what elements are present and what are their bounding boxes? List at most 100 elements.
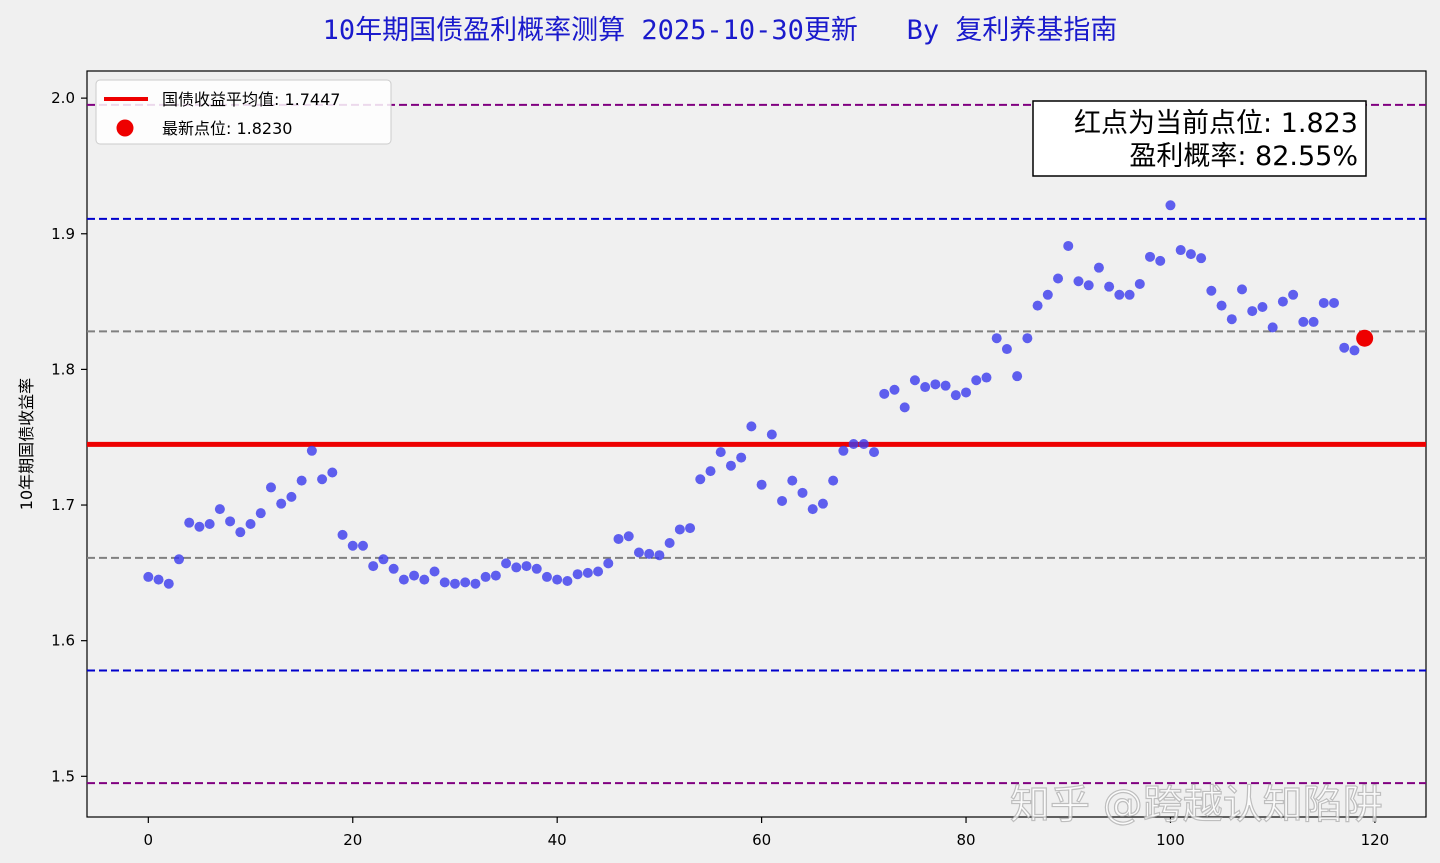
- data-point: [828, 475, 839, 486]
- data-point: [347, 540, 358, 551]
- data-point: [1053, 273, 1064, 284]
- data-point: [1206, 285, 1217, 296]
- data-point: [357, 540, 368, 551]
- data-point: [582, 567, 593, 578]
- data-point: [797, 487, 808, 498]
- data-point: [1226, 314, 1237, 325]
- data-point: [337, 529, 348, 540]
- scatter-points: [143, 200, 1360, 589]
- data-point: [695, 474, 706, 485]
- data-point: [930, 379, 941, 390]
- data-point: [317, 474, 328, 485]
- data-point: [265, 482, 276, 493]
- data-point: [746, 421, 757, 432]
- data-point: [429, 566, 440, 577]
- data-point: [439, 577, 450, 588]
- data-point: [1216, 300, 1227, 311]
- latest-point-layer: [1356, 329, 1374, 347]
- data-point: [1063, 240, 1074, 251]
- data-point: [869, 447, 880, 458]
- data-point: [1165, 200, 1176, 211]
- data-point: [1267, 322, 1278, 333]
- data-point: [214, 504, 225, 515]
- y-tick-label: 1.6: [51, 632, 75, 650]
- data-point: [296, 475, 307, 486]
- data-point: [490, 570, 501, 581]
- data-point: [419, 574, 430, 585]
- data-point: [143, 571, 154, 582]
- latest-data-point: [1356, 329, 1374, 347]
- x-tick-label: 80: [956, 831, 975, 849]
- data-point: [184, 517, 195, 528]
- data-point: [961, 387, 972, 398]
- y-tick-label: 1.8: [51, 360, 75, 378]
- x-tick-label: 100: [1156, 831, 1185, 849]
- data-point: [235, 527, 246, 538]
- data-point: [1339, 342, 1350, 353]
- legend-label-mean: 国债收益平均值: 1.7447: [162, 90, 340, 109]
- data-point: [1032, 300, 1043, 311]
- data-point: [950, 390, 961, 401]
- legend-label-latest: 最新点位: 1.8230: [162, 119, 292, 138]
- y-tick-label: 2.0: [51, 89, 75, 107]
- data-point: [777, 495, 788, 506]
- x-tick-label: 60: [752, 831, 771, 849]
- data-point: [1124, 289, 1135, 300]
- data-point: [368, 561, 379, 572]
- data-point: [1175, 245, 1186, 256]
- data-point: [1001, 344, 1012, 355]
- data-point: [449, 578, 460, 589]
- data-point: [1277, 296, 1288, 307]
- data-point: [255, 508, 266, 519]
- data-point: [899, 402, 910, 413]
- y-tick-label: 1.7: [51, 496, 75, 514]
- data-point: [674, 524, 685, 535]
- data-point: [245, 519, 256, 530]
- data-point: [920, 382, 931, 393]
- data-point: [541, 571, 552, 582]
- data-point: [521, 561, 532, 572]
- data-point: [173, 554, 184, 565]
- data-point: [1073, 276, 1084, 287]
- data-point: [644, 548, 655, 559]
- y-tick-label: 1.5: [51, 767, 75, 785]
- data-point: [848, 439, 859, 449]
- legend: 国债收益平均值: 1.7447 最新点位: 1.8230: [95, 79, 392, 145]
- data-point: [1257, 302, 1268, 313]
- data-point: [306, 445, 317, 456]
- data-point: [225, 516, 236, 527]
- data-point: [736, 452, 747, 463]
- data-point: [725, 460, 736, 471]
- data-point: [971, 375, 982, 386]
- annotation-box: 红点为当前点位: 1.823 盈利概率: 82.55%: [1032, 100, 1367, 177]
- data-point: [1237, 284, 1248, 295]
- watermark: 知乎 @跨越认知陷阱: [1010, 782, 1383, 828]
- data-point: [613, 533, 624, 544]
- data-point: [807, 504, 818, 515]
- data-point: [705, 466, 716, 477]
- data-point: [204, 519, 215, 530]
- data-point: [664, 538, 675, 549]
- data-point: [1308, 316, 1319, 327]
- data-point: [593, 566, 604, 577]
- data-point: [756, 479, 767, 490]
- data-point: [838, 445, 849, 456]
- data-point: [603, 558, 614, 569]
- data-point: [817, 498, 828, 509]
- data-point: [623, 531, 634, 542]
- data-point: [858, 439, 869, 449]
- data-point: [1042, 289, 1053, 300]
- data-point: [194, 521, 205, 532]
- data-point: [715, 447, 726, 458]
- data-point: [562, 575, 573, 586]
- data-point: [1012, 371, 1023, 382]
- data-point: [480, 571, 491, 582]
- data-point: [1145, 251, 1156, 262]
- data-point: [378, 554, 389, 565]
- data-point: [286, 491, 297, 502]
- data-point: [1196, 253, 1207, 264]
- annotation-line-1: 红点为当前点位: 1.823: [1074, 108, 1358, 139]
- x-axis-ticks: 0 20 40 60 80 100 120: [144, 817, 1389, 849]
- annotation-line-2: 盈利概率: 82.55%: [1129, 141, 1358, 172]
